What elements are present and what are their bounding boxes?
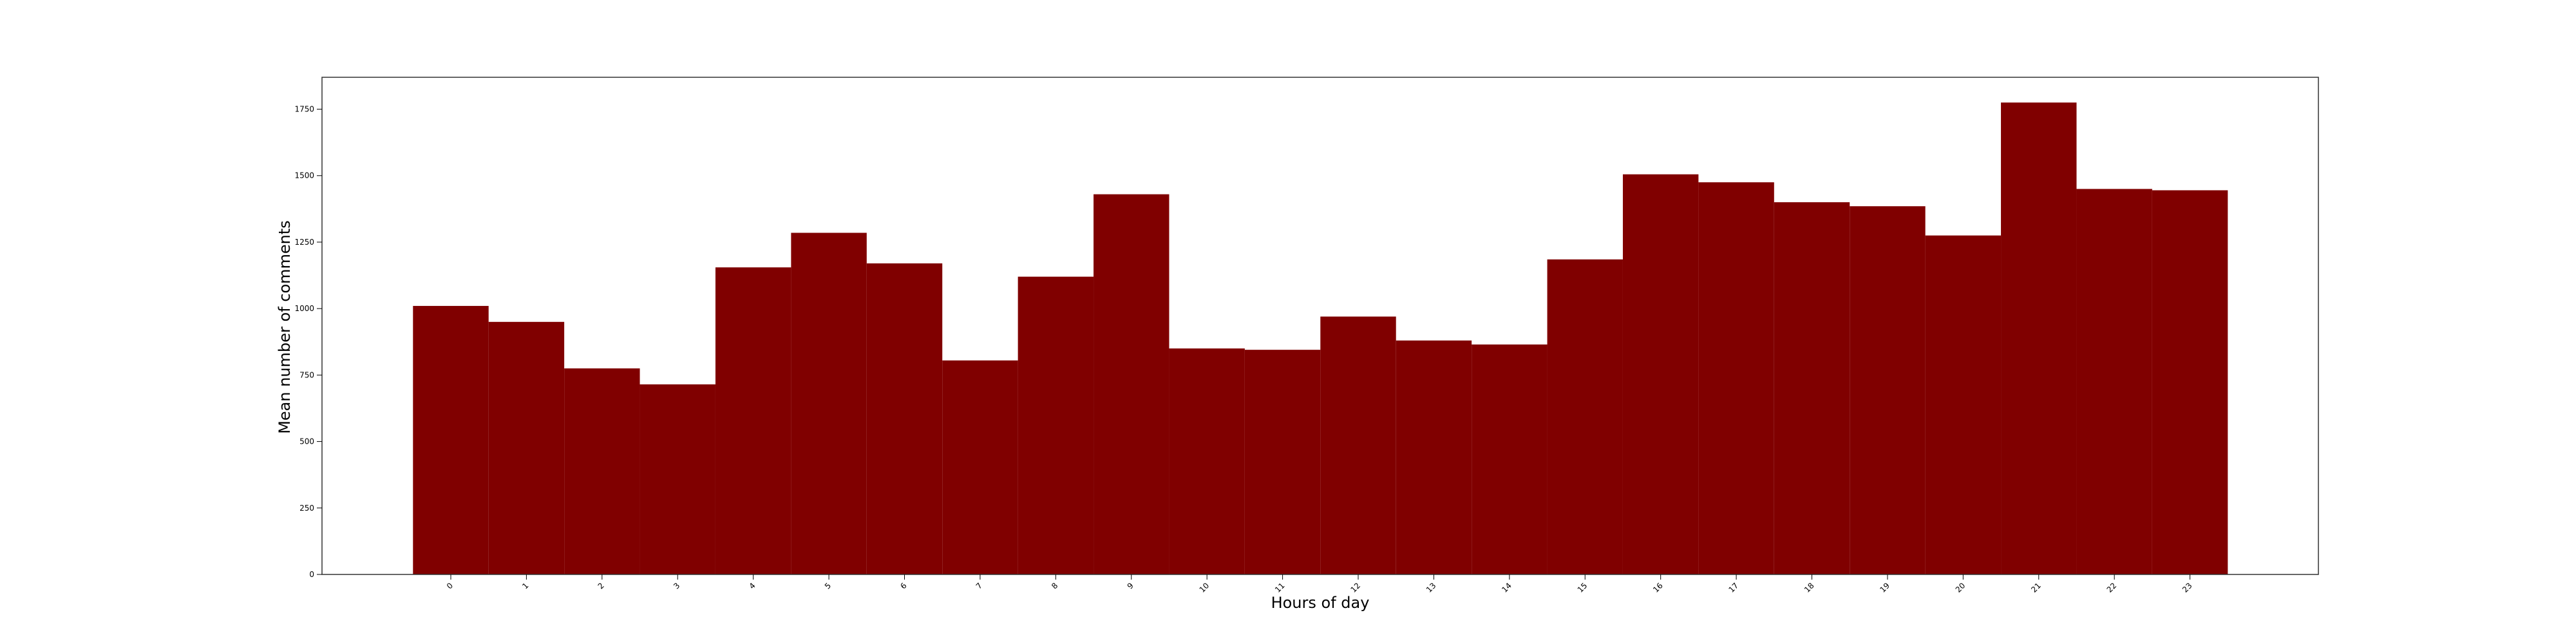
y-tick-label: 500 — [299, 437, 314, 446]
bar-hour-5 — [791, 232, 867, 574]
bars-layer — [413, 102, 2228, 575]
bar-hour-1 — [488, 321, 565, 574]
bar-hour-20 — [1925, 235, 2002, 574]
x-tick-label: 7 — [974, 581, 984, 591]
bar-hour-11 — [1244, 350, 1321, 574]
x-tick-label: 22 — [2105, 581, 2119, 594]
bar-hour-19 — [1850, 206, 1926, 575]
bar-hour-15 — [1547, 259, 1623, 574]
x-tick-label: 15 — [1576, 581, 1589, 594]
bar-hour-23 — [2152, 190, 2228, 574]
x-tick-label: 18 — [1803, 581, 1816, 594]
x-tick-label: 16 — [1651, 581, 1665, 594]
bar-hour-3 — [639, 384, 715, 574]
x-tick-label: 6 — [898, 581, 908, 591]
y-axis-title: Mean number of comments — [276, 220, 294, 434]
bar-hour-18 — [1774, 202, 1850, 574]
x-tick-label: 19 — [1878, 581, 1891, 594]
bar-hour-10 — [1169, 348, 1245, 574]
x-tick-label: 21 — [2029, 581, 2043, 594]
y-tick-label: 250 — [299, 504, 314, 513]
bar-hour-13 — [1396, 340, 1472, 574]
y-tick-label: 0 — [309, 570, 314, 579]
bar-hour-4 — [715, 267, 791, 574]
y-tick-label: 1250 — [294, 238, 314, 247]
x-tick-label: 23 — [2181, 581, 2194, 594]
x-tick-label: 1 — [520, 581, 530, 591]
bar-hour-7 — [942, 360, 1018, 574]
x-tick-label: 20 — [1954, 581, 1967, 594]
x-tick-label: 5 — [823, 581, 833, 591]
x-tick-label: 4 — [747, 581, 757, 591]
x-tick-label: 14 — [1500, 581, 1513, 594]
x-tick-label: 12 — [1349, 581, 1362, 594]
x-tick-label: 9 — [1126, 581, 1135, 591]
bar-hour-16 — [1622, 174, 1699, 574]
y-tick-label: 1000 — [294, 304, 314, 313]
x-axis-title: Hours of day — [1271, 594, 1370, 612]
bar-hour-8 — [1018, 276, 1094, 574]
x-tick-label: 0 — [445, 581, 455, 591]
y-tick-label: 1500 — [294, 171, 314, 180]
y-tick-label: 750 — [299, 370, 314, 379]
bar-hour-9 — [1094, 194, 1170, 574]
x-tick-label: 3 — [672, 581, 681, 591]
bar-hour-6 — [866, 263, 943, 574]
x-tick-label: 8 — [1050, 581, 1059, 591]
bar-hour-2 — [564, 368, 640, 574]
y-tick-label: 1750 — [294, 105, 314, 114]
axes-layer — [321, 77, 2319, 575]
bar-hour-17 — [1698, 182, 1774, 574]
x-tick-label: 10 — [1198, 581, 1211, 594]
x-tick-label: 13 — [1425, 581, 1438, 594]
bar-hour-12 — [1320, 316, 1396, 574]
x-tick-label: 17 — [1727, 581, 1740, 594]
bar-hour-22 — [2076, 189, 2152, 574]
bar-hour-21 — [2001, 102, 2077, 575]
x-tick-label: 2 — [596, 581, 606, 591]
bar-hour-14 — [1472, 344, 1548, 574]
x-tick-label: 11 — [1273, 581, 1287, 594]
bar-hour-0 — [413, 306, 489, 574]
plot-frame — [321, 77, 2319, 575]
